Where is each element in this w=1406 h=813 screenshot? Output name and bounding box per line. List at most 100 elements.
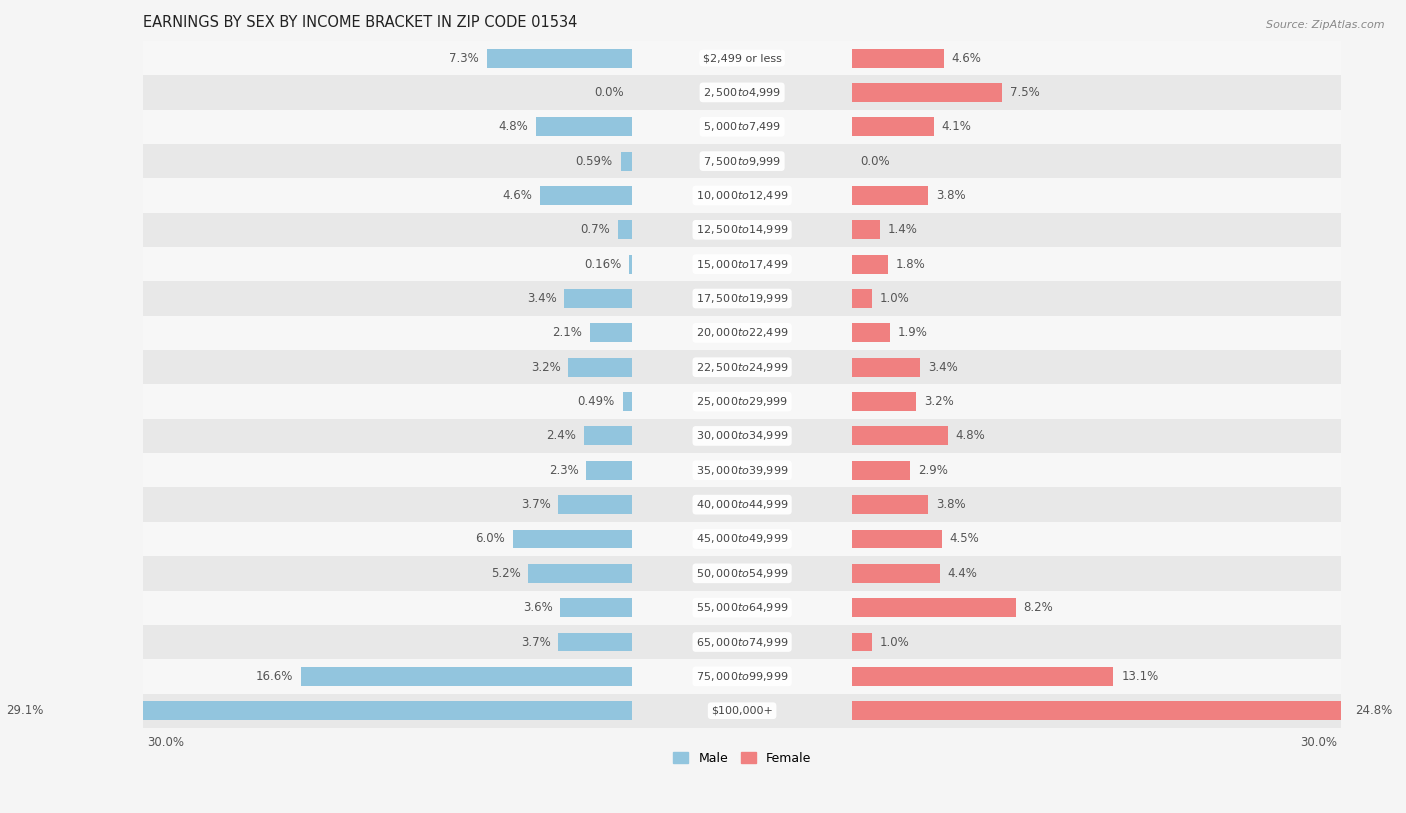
Text: $2,499 or less: $2,499 or less [703, 53, 782, 63]
Bar [540, 186, 633, 205]
Bar [143, 213, 1341, 247]
Bar [568, 358, 633, 376]
Bar [143, 659, 1341, 693]
Bar [143, 556, 1341, 590]
Bar [852, 392, 915, 411]
Text: 8.2%: 8.2% [1024, 601, 1053, 614]
Bar [143, 350, 1341, 385]
Bar [143, 522, 1341, 556]
Bar [486, 49, 633, 67]
Text: 4.8%: 4.8% [499, 120, 529, 133]
Bar [585, 427, 633, 446]
Text: 3.2%: 3.2% [924, 395, 953, 408]
Bar [143, 281, 1341, 315]
Bar [513, 529, 633, 549]
Text: $2,500 to $4,999: $2,500 to $4,999 [703, 86, 782, 99]
Text: 4.8%: 4.8% [956, 429, 986, 442]
Text: $25,000 to $29,999: $25,000 to $29,999 [696, 395, 789, 408]
Bar [143, 315, 1341, 350]
Bar [558, 633, 633, 651]
Text: 4.6%: 4.6% [952, 51, 981, 64]
Text: 4.6%: 4.6% [502, 189, 533, 202]
Bar [143, 110, 1341, 144]
Text: 4.1%: 4.1% [942, 120, 972, 133]
Bar [143, 41, 1341, 76]
Bar [143, 247, 1341, 281]
Text: 13.1%: 13.1% [1122, 670, 1159, 683]
Text: 30.0%: 30.0% [1301, 736, 1337, 749]
Text: 3.8%: 3.8% [936, 498, 966, 511]
Bar [143, 590, 1341, 625]
Text: 7.5%: 7.5% [1010, 86, 1039, 99]
Text: $40,000 to $44,999: $40,000 to $44,999 [696, 498, 789, 511]
Text: $35,000 to $39,999: $35,000 to $39,999 [696, 463, 789, 476]
Text: 0.16%: 0.16% [583, 258, 621, 271]
Text: 0.0%: 0.0% [595, 86, 624, 99]
Bar [852, 702, 1347, 720]
Text: 2.1%: 2.1% [553, 326, 582, 339]
Bar [561, 598, 633, 617]
Text: 1.8%: 1.8% [896, 258, 925, 271]
Text: 3.7%: 3.7% [520, 636, 551, 649]
Text: $12,500 to $14,999: $12,500 to $14,999 [696, 224, 789, 237]
Text: 7.3%: 7.3% [449, 51, 478, 64]
Bar [852, 117, 934, 137]
Bar [852, 461, 910, 480]
Text: $75,000 to $99,999: $75,000 to $99,999 [696, 670, 789, 683]
Text: $10,000 to $12,499: $10,000 to $12,499 [696, 189, 789, 202]
Bar [143, 693, 1341, 728]
Text: $17,500 to $19,999: $17,500 to $19,999 [696, 292, 789, 305]
Bar [852, 358, 920, 376]
Text: 1.0%: 1.0% [880, 292, 910, 305]
Bar [852, 564, 939, 583]
Text: 16.6%: 16.6% [256, 670, 292, 683]
Bar [852, 186, 928, 205]
Bar [143, 385, 1341, 419]
Bar [558, 495, 633, 514]
Text: 30.0%: 30.0% [148, 736, 184, 749]
Bar [586, 461, 633, 480]
Text: $45,000 to $49,999: $45,000 to $49,999 [696, 533, 789, 546]
Bar [852, 598, 1015, 617]
Bar [564, 289, 633, 308]
Legend: Male, Female: Male, Female [668, 747, 815, 770]
Text: 4.5%: 4.5% [949, 533, 980, 546]
Bar [852, 49, 943, 67]
Text: 1.4%: 1.4% [887, 224, 918, 237]
Text: 3.8%: 3.8% [936, 189, 966, 202]
Bar [52, 702, 633, 720]
Bar [852, 633, 872, 651]
Text: 3.7%: 3.7% [520, 498, 551, 511]
Bar [529, 564, 633, 583]
Bar [143, 453, 1341, 488]
Text: 0.7%: 0.7% [581, 224, 610, 237]
Bar [620, 152, 633, 171]
Text: 2.3%: 2.3% [548, 463, 578, 476]
Bar [852, 220, 880, 239]
Text: $30,000 to $34,999: $30,000 to $34,999 [696, 429, 789, 442]
Text: 1.9%: 1.9% [898, 326, 928, 339]
Bar [628, 254, 633, 274]
Bar [143, 625, 1341, 659]
Text: $15,000 to $17,499: $15,000 to $17,499 [696, 258, 789, 271]
Text: 0.0%: 0.0% [860, 154, 890, 167]
Text: 2.4%: 2.4% [547, 429, 576, 442]
Text: 3.4%: 3.4% [928, 361, 957, 374]
Text: $100,000+: $100,000+ [711, 706, 773, 715]
Bar [537, 117, 633, 137]
Text: 29.1%: 29.1% [6, 704, 44, 717]
Text: 3.6%: 3.6% [523, 601, 553, 614]
Bar [852, 83, 1001, 102]
Text: 24.8%: 24.8% [1355, 704, 1392, 717]
Bar [852, 324, 890, 342]
Bar [852, 427, 948, 446]
Text: 1.0%: 1.0% [880, 636, 910, 649]
Text: $20,000 to $22,499: $20,000 to $22,499 [696, 326, 789, 339]
Text: $22,500 to $24,999: $22,500 to $24,999 [696, 361, 789, 374]
Bar [619, 220, 633, 239]
Text: Source: ZipAtlas.com: Source: ZipAtlas.com [1267, 20, 1385, 30]
Bar [143, 144, 1341, 178]
Text: 5.2%: 5.2% [491, 567, 520, 580]
Text: 3.4%: 3.4% [527, 292, 557, 305]
Bar [852, 495, 928, 514]
